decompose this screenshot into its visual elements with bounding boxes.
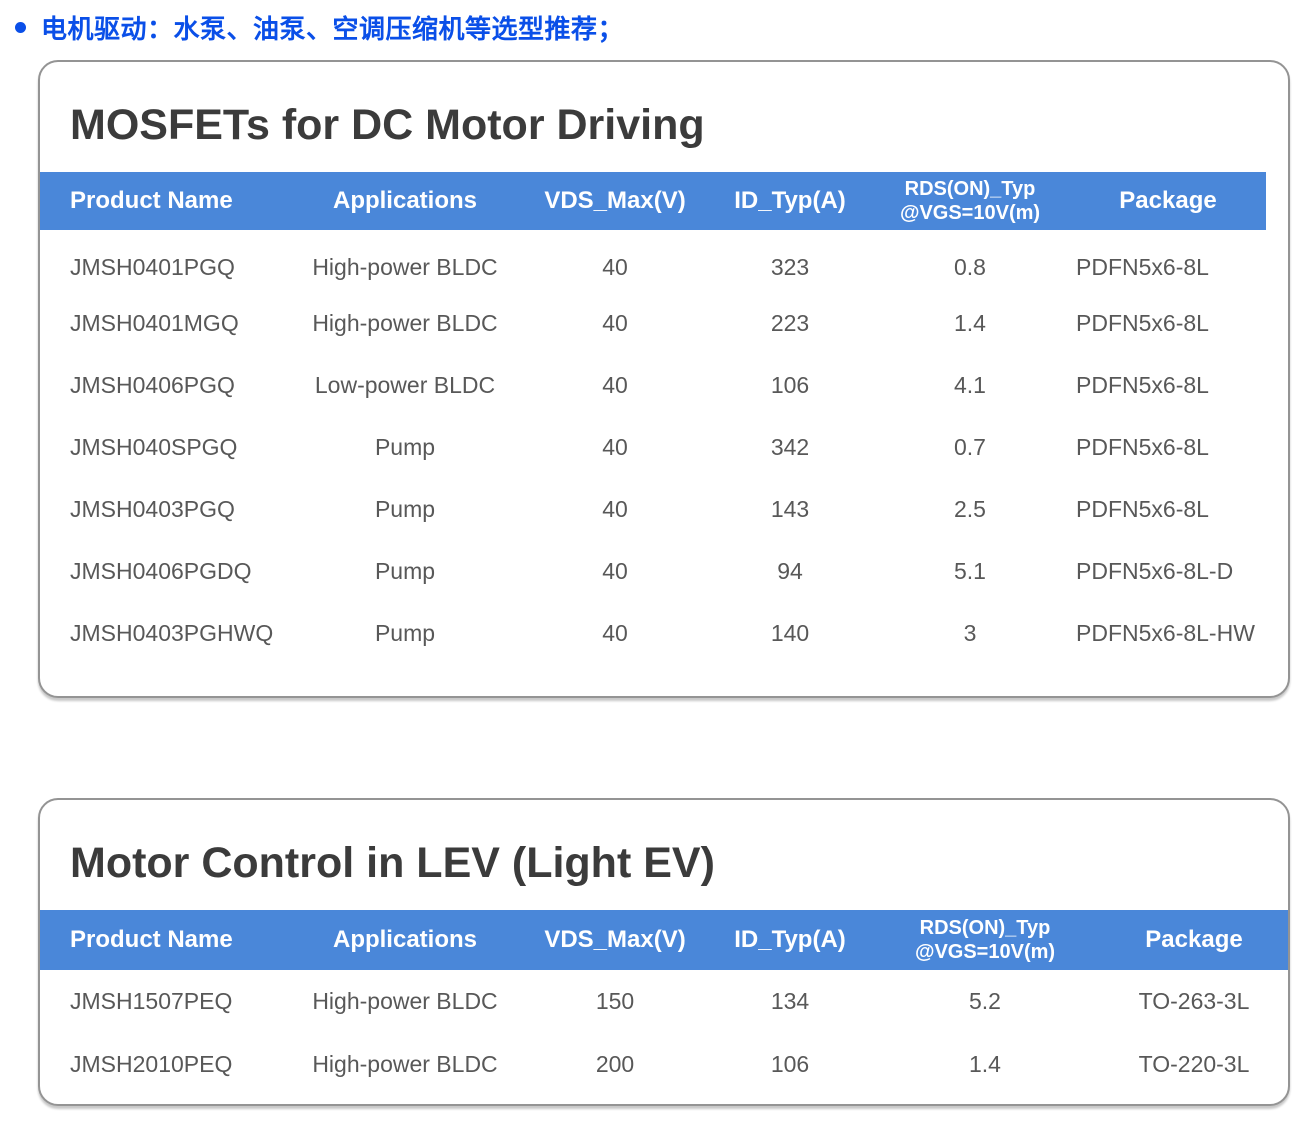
column-header-applications: Applications xyxy=(290,172,520,230)
table-row: JMSH0406PGDQ Pump 40 94 5.1 PDFN5x6-8L-D xyxy=(40,540,1266,602)
cell-vds: 40 xyxy=(602,371,628,398)
lev-table-title: Motor Control in LEV (Light EV) xyxy=(70,839,715,887)
cell-package: TO-220-3L xyxy=(1138,1051,1250,1077)
cell-package: PDFN5x6-8L xyxy=(1076,371,1209,398)
column-header-package: Package xyxy=(1070,172,1266,230)
cell-application: High-power BLDC xyxy=(312,1051,498,1077)
rds-header-line1: RDS(ON)_Typ xyxy=(919,917,1051,939)
table-row: JMSH2010PEQ High-power BLDC 200 106 1.4 … xyxy=(40,1033,1288,1096)
cell-rds: 3 xyxy=(963,619,977,646)
cell-package: PDFN5x6-8L xyxy=(1076,495,1209,522)
intro-bullet-line: 电机驱动：水泵、油泵、空调压缩机等选型推荐； xyxy=(0,0,1300,44)
column-header-vds-max: VDS_Max(V) xyxy=(520,172,710,230)
table-row: JMSH1507PEQ High-power BLDC 150 134 5.2 … xyxy=(40,970,1288,1033)
cell-package: PDFN5x6-8L-D xyxy=(1076,557,1234,584)
header-row: Product Name Applications VDS_Max(V) ID_… xyxy=(40,172,1266,230)
column-header-applications: Applications xyxy=(290,910,520,970)
cell-application: High-power BLDC xyxy=(312,309,498,336)
intro-text: 电机驱动：水泵、油泵、空调压缩机等选型推荐； xyxy=(41,13,625,44)
column-header-rds-on: RDS(ON)_Typ @VGS=10V(m) xyxy=(870,910,1100,970)
cell-rds: 0.7 xyxy=(954,433,986,460)
cell-rds: 5.1 xyxy=(954,557,986,584)
cell-rds: 4.1 xyxy=(954,371,986,398)
cell-vds: 200 xyxy=(595,1051,635,1077)
cell-application: Low-power BLDC xyxy=(314,371,496,398)
cell-product: JMSH0403PGQ xyxy=(70,495,235,522)
cell-id: 140 xyxy=(770,619,810,646)
column-header-product-name: Product Name xyxy=(40,910,290,970)
cell-rds: 0.8 xyxy=(954,253,986,280)
cell-product: JMSH0406PGDQ xyxy=(70,557,252,584)
table-row: JMSH040SPGQ Pump 40 342 0.7 PDFN5x6-8L xyxy=(40,416,1266,478)
cell-id: 94 xyxy=(777,557,803,584)
column-header-package: Package xyxy=(1100,910,1288,970)
cell-package: PDFN5x6-8L-HW xyxy=(1076,619,1255,646)
cell-id: 134 xyxy=(770,988,810,1014)
cell-package: PDFN5x6-8L xyxy=(1076,309,1209,336)
bullet-icon xyxy=(15,21,26,33)
cell-product: JMSH0401PGQ xyxy=(70,253,235,280)
cell-rds: 1.4 xyxy=(969,1051,1001,1077)
rds-header-line2: @VGS=10V(m) xyxy=(899,202,1041,224)
table-row: JMSH0406PGQ Low-power BLDC 40 106 4.1 PD… xyxy=(40,354,1266,416)
lev-table: Product Name Applications VDS_Max(V) ID_… xyxy=(40,910,1288,1096)
cell-id: 143 xyxy=(770,495,810,522)
cell-vds: 40 xyxy=(602,619,628,646)
dc-motor-table-header: Product Name Applications VDS_Max(V) ID_… xyxy=(40,172,1266,230)
cell-rds: 2.5 xyxy=(954,495,986,522)
cell-product: JMSH0401MGQ xyxy=(70,309,239,336)
cell-vds: 40 xyxy=(602,433,628,460)
cell-vds: 40 xyxy=(602,557,628,584)
lev-motor-control-card: Motor Control in LEV (Light EV) Product … xyxy=(38,798,1290,1106)
cell-product: JMSH040SPGQ xyxy=(70,433,238,460)
table-row: JMSH0401MGQ High-power BLDC 40 223 1.4 P… xyxy=(40,292,1266,354)
rds-header-line1: RDS(ON)_Typ xyxy=(904,178,1036,200)
cell-product: JMSH0403PGHWQ xyxy=(70,619,274,646)
cell-package: PDFN5x6-8L xyxy=(1076,253,1209,280)
cell-product: JMSH2010PEQ xyxy=(70,1051,233,1077)
column-header-id-typ: ID_Typ(A) xyxy=(710,910,870,970)
cell-id: 323 xyxy=(770,253,810,280)
cell-application: High-power BLDC xyxy=(312,253,498,280)
table-row: JMSH0403PGHWQ Pump 40 140 3 PDFN5x6-8L-H… xyxy=(40,602,1266,664)
header-row: Product Name Applications VDS_Max(V) ID_… xyxy=(40,910,1288,970)
cell-application: Pump xyxy=(374,557,436,584)
cell-id: 223 xyxy=(770,309,810,336)
column-header-id-typ: ID_Typ(A) xyxy=(710,172,870,230)
column-header-vds-max: VDS_Max(V) xyxy=(520,910,710,970)
column-header-product-name: Product Name xyxy=(40,172,290,230)
cell-vds: 40 xyxy=(602,495,628,522)
cell-package: TO-263-3L xyxy=(1138,988,1250,1014)
lev-table-header: Product Name Applications VDS_Max(V) ID_… xyxy=(40,910,1288,970)
cell-id: 342 xyxy=(770,433,810,460)
cell-application: Pump xyxy=(374,433,436,460)
cell-application: Pump xyxy=(374,495,436,522)
table-row: JMSH0401PGQ High-power BLDC 40 323 0.8 P… xyxy=(40,230,1266,292)
cell-vds: 40 xyxy=(602,253,628,280)
dc-motor-table-title: MOSFETs for DC Motor Driving xyxy=(70,101,705,149)
rds-header-line2: @VGS=10V(m) xyxy=(914,941,1056,963)
cell-rds: 1.4 xyxy=(954,309,986,336)
cell-vds: 40 xyxy=(602,309,628,336)
cell-product: JMSH1507PEQ xyxy=(70,988,233,1014)
cell-rds: 5.2 xyxy=(969,988,1001,1014)
cell-application: High-power BLDC xyxy=(312,988,498,1014)
table-row: JMSH0403PGQ Pump 40 143 2.5 PDFN5x6-8L xyxy=(40,478,1266,540)
cell-id: 106 xyxy=(770,1051,810,1077)
cell-id: 106 xyxy=(770,371,810,398)
dc-motor-table: Product Name Applications VDS_Max(V) ID_… xyxy=(40,172,1266,664)
cell-vds: 150 xyxy=(595,988,635,1014)
dc-motor-driving-card: MOSFETs for DC Motor Driving Product Nam… xyxy=(38,60,1290,698)
cell-package: PDFN5x6-8L xyxy=(1076,433,1209,460)
cell-product: JMSH0406PGQ xyxy=(70,371,235,398)
column-header-rds-on: RDS(ON)_Typ @VGS=10V(m) xyxy=(870,172,1070,230)
cell-application: Pump xyxy=(374,619,436,646)
